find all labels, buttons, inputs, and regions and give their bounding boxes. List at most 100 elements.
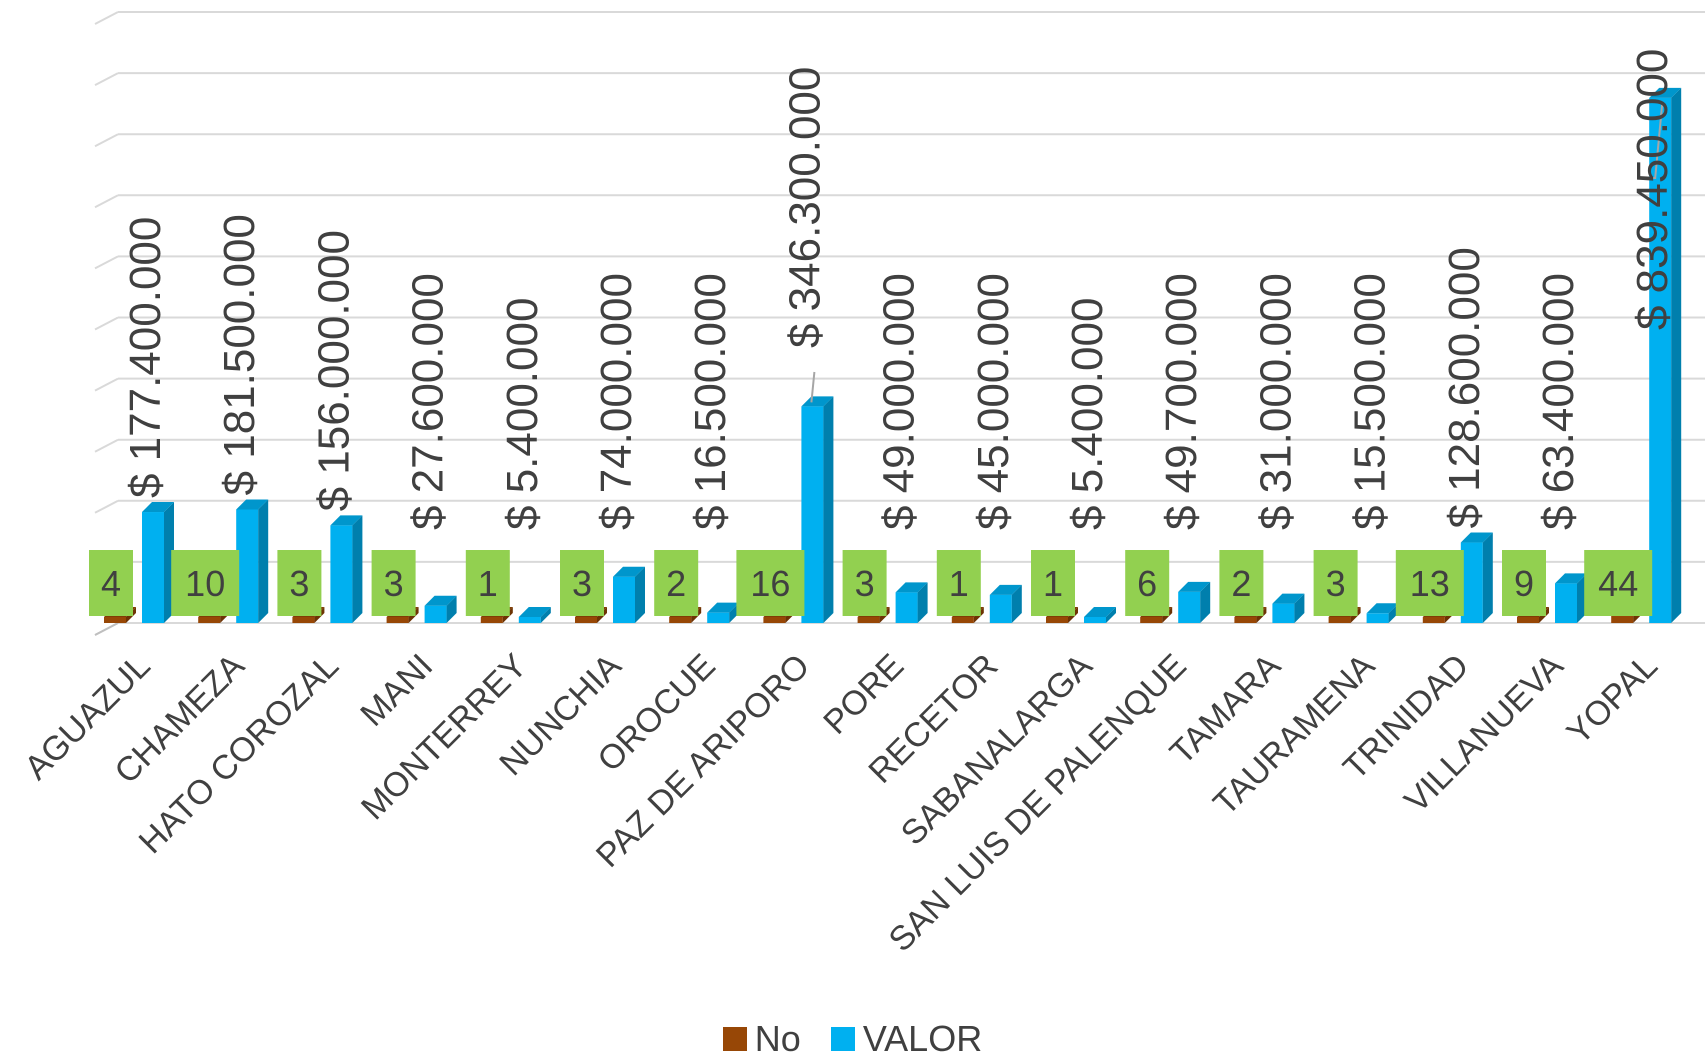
bar-valor-5-front [613, 576, 635, 623]
bar-valor-0-front [142, 512, 164, 623]
legend-item-no[interactable]: No [722, 1018, 801, 1060]
category-label-4: MONTERREY [354, 647, 534, 827]
no-label-text: 13 [1410, 563, 1450, 604]
no-label-15: 9 [1502, 550, 1546, 616]
value-data-labels: $ 177.400.000 $ 181.500.000 $ 156.000.000 $… [121, 49, 1677, 530]
bar-no-0-front [104, 617, 126, 623]
bar-valor-4[interactable] [518, 607, 551, 623]
bar-valor-7-side [823, 396, 834, 623]
no-label-9: 1 [936, 550, 981, 616]
bar-valor-14[interactable] [1460, 532, 1493, 623]
bar-valor-3[interactable] [424, 595, 457, 623]
bar-valor-13-front [1366, 613, 1389, 623]
gridline-skew [94, 194, 119, 209]
no-label-box [1584, 550, 1653, 616]
no-label-text: 3 [572, 563, 592, 604]
no-label-13: 3 [1313, 550, 1358, 616]
bar-valor-8[interactable] [895, 582, 928, 623]
no-label-text: 2 [1231, 563, 1251, 604]
bar-no-14-front [1422, 617, 1445, 623]
bar-valor-6-front [707, 612, 730, 623]
bar-valor-7-top [801, 396, 834, 407]
value-label-9: $ 45.000.000 [969, 273, 1018, 530]
bar-valor-13-top [1366, 603, 1399, 614]
no-label-box [371, 550, 416, 616]
bar-valor-1-side [258, 499, 269, 623]
bar-valor-1[interactable] [236, 499, 269, 623]
bar-no-10-front [1046, 617, 1068, 623]
bar-no-7-front [763, 617, 786, 623]
gridline-skew [94, 255, 119, 270]
no-label-1: 10 [171, 550, 240, 616]
bar-valor-16[interactable] [1649, 87, 1682, 624]
no-label-box [89, 550, 133, 616]
bar-valor-13[interactable] [1366, 603, 1399, 623]
leader-lines [810, 103, 1664, 403]
no-label-box [1502, 550, 1546, 616]
bar-no-2-front [292, 617, 315, 623]
no-label-box [736, 550, 805, 616]
gridline-skew [94, 72, 119, 86]
bar-no-5-front [575, 617, 597, 623]
bar-valor-16-top [1649, 87, 1682, 98]
no-label-7: 16 [736, 550, 805, 616]
bar-no-11-front [1140, 617, 1163, 623]
bar-valor-9[interactable] [989, 584, 1022, 623]
bar-valor-8-top [895, 582, 928, 593]
bar-valor-3-top [424, 595, 457, 606]
no-label-text: 3 [289, 563, 309, 604]
no-label-box [1219, 550, 1264, 616]
bar-valor-9-top [989, 584, 1022, 595]
bar-valor-15[interactable] [1555, 573, 1587, 623]
bar-valor-2-top [330, 515, 363, 526]
no-label-text: 9 [1514, 563, 1534, 604]
no-label-6: 2 [654, 550, 699, 616]
bar-valor-6-top [707, 602, 740, 613]
no-label-text: 10 [185, 563, 225, 604]
legend: No VALOR [0, 1018, 1705, 1060]
legend-swatch-no [722, 1027, 747, 1051]
no-label-box [560, 550, 604, 616]
bar-valor-12-front [1272, 603, 1295, 623]
bar-valor-12-top [1272, 593, 1305, 604]
leader-line [1643, 103, 1664, 179]
bars [104, 87, 1682, 624]
bar-valor-5-top [613, 566, 645, 577]
no-label-box [936, 550, 981, 616]
bar-valor-3-side [446, 595, 457, 623]
value-label-10: $ 5.400.000 [1063, 298, 1112, 530]
no-label-11: 6 [1125, 550, 1170, 616]
bar-valor-14-side [1482, 532, 1493, 623]
bar-valor-6[interactable] [707, 602, 740, 623]
bar-valor-12[interactable] [1272, 593, 1305, 623]
legend-item-valor[interactable]: VALOR [830, 1018, 982, 1060]
bar-valor-1-front [236, 509, 259, 623]
bar-valor-3-front [424, 605, 447, 623]
bar-valor-8-front [895, 592, 918, 623]
no-label-14: 13 [1395, 550, 1464, 616]
category-label-13: TAURAMENA [1206, 647, 1382, 823]
bar-no-3-front [386, 617, 409, 623]
bar-valor-15-front [1555, 583, 1577, 623]
bar-valor-11-front [1178, 591, 1201, 623]
no-label-box [1395, 550, 1464, 616]
no-label-text: 4 [101, 563, 121, 604]
bar-valor-7[interactable] [801, 396, 834, 623]
bar-valor-2[interactable] [330, 515, 363, 623]
value-label-2: $ 156.000.000 [309, 230, 358, 511]
no-label-text: 3 [1326, 563, 1346, 604]
no-label-16: 44 [1584, 550, 1653, 616]
bar-valor-4-front [518, 617, 541, 623]
bar-valor-0[interactable] [142, 502, 174, 623]
bar-valor-11[interactable] [1178, 581, 1211, 623]
no-label-box [171, 550, 240, 616]
bar-valor-5[interactable] [613, 566, 645, 623]
bar-valor-1-top [236, 499, 269, 510]
no-label-text: 1 [949, 563, 969, 604]
bar-valor-14-front [1460, 542, 1483, 623]
gridline-skew [94, 11, 119, 25]
bar-valor-10[interactable] [1084, 607, 1116, 623]
no-label-4: 1 [465, 550, 510, 616]
no-label-8: 3 [842, 550, 887, 616]
bar-valor-5-side [635, 566, 645, 623]
